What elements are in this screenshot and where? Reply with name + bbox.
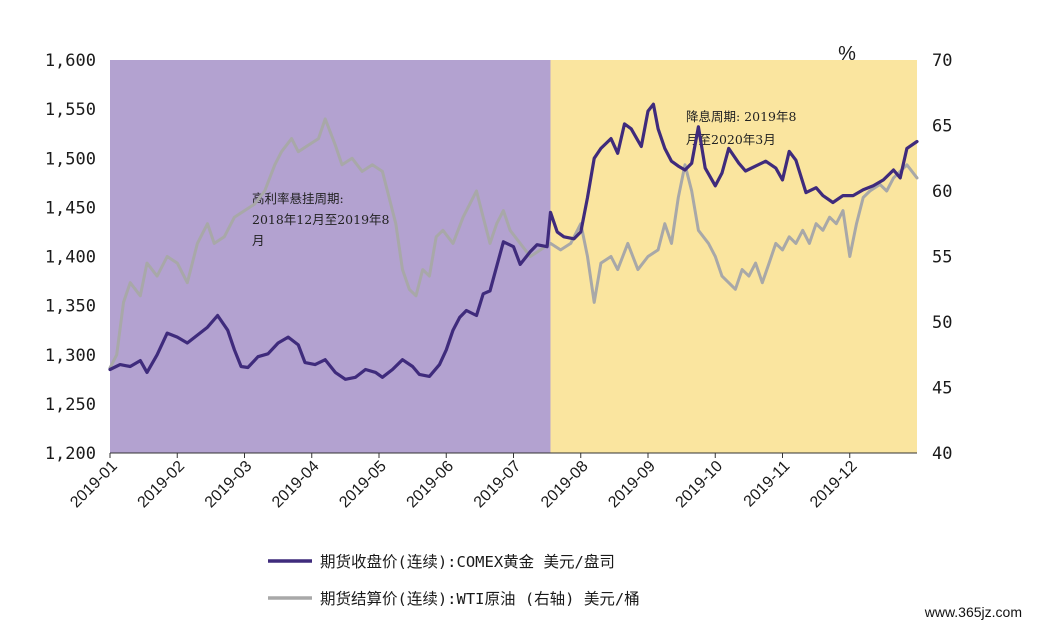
regions [110, 60, 917, 453]
region-label-line: 降息周期: 2019年8 [686, 109, 796, 124]
x-tick-label: 2019-05 [336, 458, 390, 512]
region-label-line: 高利率悬挂周期: [252, 191, 344, 206]
y-right-tick-label: 40 [932, 444, 952, 464]
y-left-tick-label: 1,500 [45, 149, 96, 169]
x-tick-label: 2019-08 [538, 458, 592, 512]
legend-label-0: 期货收盘价(连续):COMEX黄金 美元/盘司 [320, 552, 615, 571]
series-group [108, 102, 919, 381]
x-tick-label: 2019-11 [741, 458, 794, 511]
right-axis-unit: % [838, 43, 856, 65]
y-left-tick-label: 1,300 [45, 346, 96, 366]
region-0 [110, 60, 551, 453]
y-right-tick-label: 60 [932, 182, 952, 202]
watermark: www.365jz.com [924, 604, 1022, 620]
x-tick-label: 2019-03 [202, 458, 256, 512]
y-right-tick-label: 45 [932, 379, 952, 399]
y-left-tick-label: 1,450 [45, 198, 96, 218]
series-line-0 [108, 102, 919, 381]
y-left-tick-label: 1,250 [45, 395, 96, 415]
y-left-tick-label: 1,400 [45, 248, 96, 268]
series-line-1 [108, 117, 919, 370]
region-label-0: 高利率悬挂周期: 2018年12月至2019年8 月 [252, 191, 390, 248]
x-tick-label: 2019-12 [807, 458, 861, 512]
x-tick-label: 2019-07 [471, 458, 525, 512]
region-labels: 高利率悬挂周期: 2018年12月至2019年8 月 降息周期: 2019年8 月至20… [252, 109, 796, 248]
y-right-tick-label: 70 [932, 51, 952, 71]
y-left-tick-label: 1,200 [45, 444, 96, 464]
x-tick-label: 2019-01 [67, 458, 121, 512]
y-left-tick-label: 1,350 [45, 297, 96, 317]
region-label-line: 月至2020年3月 [686, 132, 776, 147]
y-right-tick-label: 55 [932, 248, 952, 268]
y-left-tick-label: 1,600 [45, 51, 96, 71]
y-left-tick-label: 1,550 [45, 100, 96, 120]
region-label-line: 月 [252, 233, 265, 248]
x-tick-label: 2019-09 [605, 458, 659, 512]
region-label-line: 2018年12月至2019年8 [252, 212, 390, 227]
legend-label-1: 期货结算价(连续):WTI原油 (右轴) 美元/桶 [320, 589, 640, 608]
x-tick-label: 2019-10 [673, 458, 727, 512]
region-label-1: 降息周期: 2019年8 月至2020年3月 [686, 109, 796, 147]
x-tick-label: 2019-02 [135, 458, 189, 512]
x-tick-label: 2019-04 [269, 458, 323, 512]
y-right-tick-label: 65 [932, 117, 952, 137]
y-right-tick-label: 50 [932, 313, 952, 333]
x-tick-label: 2019-06 [404, 458, 458, 512]
